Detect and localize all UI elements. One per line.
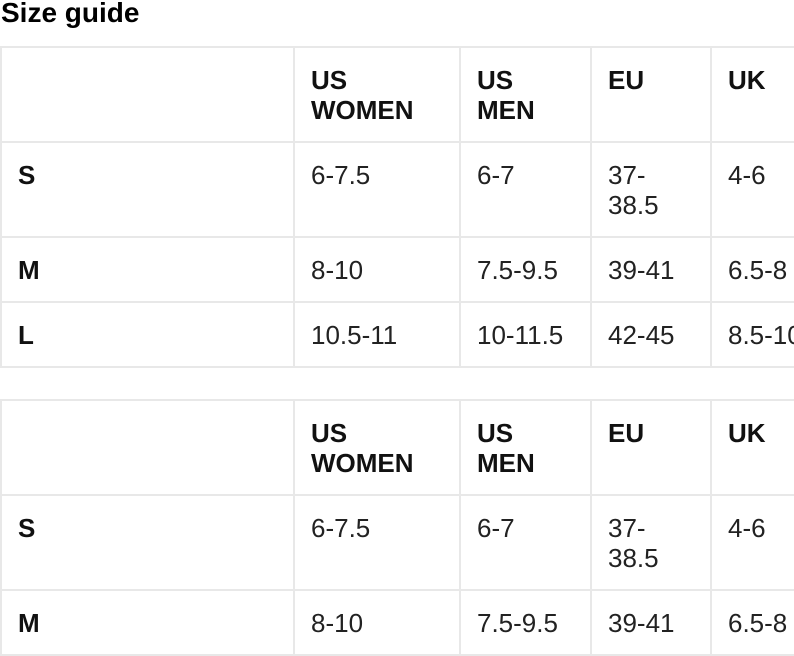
table-row-s: S 6-7.5 6-7 37-38.5 4-6 — [0, 141, 794, 238]
size-table-1: US WOMEN US MEN EU UK S 6-7.5 6-7 37-38.… — [0, 46, 794, 368]
size-cell: 6.5-8 — [710, 589, 794, 656]
table-row-s: S 6-7.5 6-7 37-38.5 4-6 — [0, 494, 794, 591]
header-cell-us-men: US MEN — [459, 46, 592, 143]
row-label-m: M — [0, 236, 295, 303]
size-cell: 6-7.5 — [293, 141, 461, 238]
table-row-l: L 10.5-11 10-11.5 42-45 8.5-10 — [0, 301, 794, 368]
table-row-m: M 8-10 7.5-9.5 39-41 6.5-8 — [0, 589, 794, 656]
header-row: US WOMEN US MEN EU UK — [0, 399, 794, 496]
size-cell: 6-7 — [459, 494, 592, 591]
header-cell-uk: UK — [710, 46, 794, 143]
header-cell-eu: EU — [590, 399, 712, 496]
header-cell-us-men: US MEN — [459, 399, 592, 496]
header-cell-uk: UK — [710, 399, 794, 496]
size-cell: 4-6 — [710, 494, 794, 591]
size-cell: 6-7 — [459, 141, 592, 238]
header-cell-us-women: US WOMEN — [293, 399, 461, 496]
size-cell: 7.5-9.5 — [459, 589, 592, 656]
size-cell: 10.5-11 — [293, 301, 461, 368]
size-cell: 10-11.5 — [459, 301, 592, 368]
header-cell-empty — [0, 399, 295, 496]
size-cell: 8.5-10 — [710, 301, 794, 368]
size-table-2: US WOMEN US MEN EU UK S 6-7.5 6-7 37-38.… — [0, 399, 794, 656]
size-cell: 6.5-8 — [710, 236, 794, 303]
header-cell-eu: EU — [590, 46, 712, 143]
size-cell: 8-10 — [293, 589, 461, 656]
row-label-s: S — [0, 494, 295, 591]
size-cell: 4-6 — [710, 141, 794, 238]
size-cell: 39-41 — [590, 589, 712, 656]
row-label-l: L — [0, 301, 295, 368]
table-row-m: M 8-10 7.5-9.5 39-41 6.5-8 — [0, 236, 794, 303]
header-cell-empty — [0, 46, 295, 143]
row-label-s: S — [0, 141, 295, 238]
size-cell: 7.5-9.5 — [459, 236, 592, 303]
size-cell: 8-10 — [293, 236, 461, 303]
size-cell: 42-45 — [590, 301, 712, 368]
page-title: Size guide — [1, 0, 140, 28]
size-cell: 37-38.5 — [590, 494, 712, 591]
row-label-m: M — [0, 589, 295, 656]
header-cell-us-women: US WOMEN — [293, 46, 461, 143]
size-cell: 39-41 — [590, 236, 712, 303]
size-cell: 37-38.5 — [590, 141, 712, 238]
header-row: US WOMEN US MEN EU UK — [0, 46, 794, 143]
size-cell: 6-7.5 — [293, 494, 461, 591]
